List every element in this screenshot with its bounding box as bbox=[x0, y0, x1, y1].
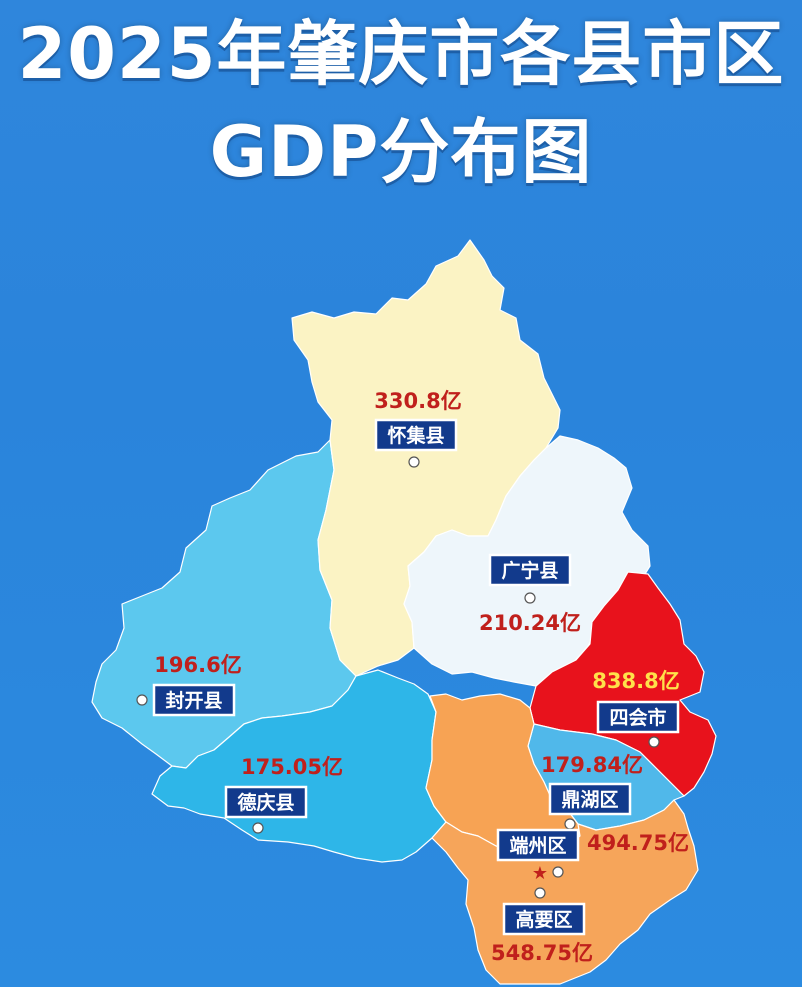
name-fengkai: 封开县 bbox=[165, 689, 222, 712]
name-deqing: 德庆县 bbox=[237, 791, 294, 814]
region-label-sihui: 838.8亿 四会市 bbox=[592, 669, 680, 748]
value-dinghu: 179.84亿 bbox=[541, 753, 643, 777]
value-fengkai: 196.6亿 bbox=[154, 653, 241, 677]
name-duanzhou: 端州区 bbox=[509, 834, 566, 857]
map-title-line1: 2025年肇庆市各县市区 bbox=[17, 13, 785, 95]
value-duanzhou: 494.75亿 bbox=[587, 831, 689, 855]
name-huaiji: 怀集县 bbox=[387, 424, 444, 447]
value-huaiji: 330.8亿 bbox=[374, 389, 461, 413]
fengkai-seat-icon bbox=[136, 694, 148, 706]
dinghu-seat-icon bbox=[564, 818, 576, 830]
region-label-duanzhou: 端州区 494.75亿 ★ bbox=[496, 828, 689, 884]
guangning-seat-icon bbox=[524, 592, 536, 604]
region-label-dinghu: 179.84亿 鼎湖区 bbox=[541, 753, 643, 830]
region-huaiji bbox=[291, 239, 561, 677]
duanzhou-seat-icon bbox=[552, 866, 564, 878]
region-label-deqing: 175.05亿 德庆县 bbox=[224, 755, 343, 834]
name-sihui: 四会市 bbox=[609, 706, 666, 729]
deqing-seat-icon bbox=[252, 822, 264, 834]
region-label-gaoyao: 高要区 548.75亿 bbox=[491, 887, 593, 965]
value-gaoyao: 548.75亿 bbox=[491, 941, 593, 965]
region-label-huaiji: 330.8亿 怀集县 bbox=[374, 389, 462, 468]
city-center-star-icon: ★ bbox=[532, 863, 548, 884]
sihui-seat-icon bbox=[648, 736, 660, 748]
gaoyao-seat-icon bbox=[534, 887, 546, 899]
name-dinghu: 鼎湖区 bbox=[561, 789, 618, 811]
region-label-guangning: 广宁县 210.24亿 bbox=[479, 553, 581, 635]
name-guangning: 广宁县 bbox=[501, 559, 558, 582]
name-gaoyao: 高要区 bbox=[515, 908, 572, 931]
region-label-fengkai: 196.6亿 封开县 bbox=[136, 653, 242, 717]
value-guangning: 210.24亿 bbox=[479, 611, 581, 635]
huaiji-seat-icon bbox=[408, 456, 420, 468]
value-sihui: 838.8亿 bbox=[592, 669, 679, 693]
value-deqing: 175.05亿 bbox=[241, 755, 343, 779]
map-title-line2: GDP分布图 bbox=[209, 111, 593, 193]
